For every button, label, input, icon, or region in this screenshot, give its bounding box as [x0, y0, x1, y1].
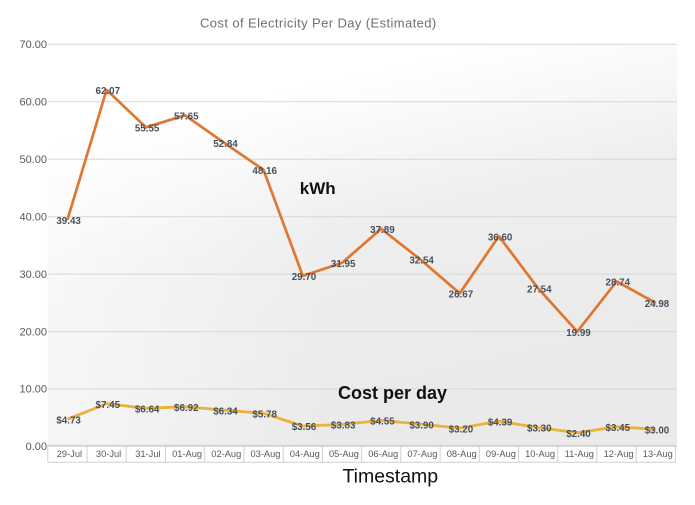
svg-text:30-Jul: 30-Jul: [96, 449, 121, 459]
svg-text:29.70: 29.70: [292, 272, 317, 283]
svg-text:kWh: kWh: [300, 179, 336, 198]
svg-text:$2.40: $2.40: [566, 429, 591, 440]
svg-text:06-Aug: 06-Aug: [368, 449, 398, 459]
svg-text:$3.00: $3.00: [645, 426, 670, 437]
svg-text:07-Aug: 07-Aug: [407, 449, 437, 459]
svg-text:10-Aug: 10-Aug: [525, 449, 555, 459]
svg-text:$4.55: $4.55: [370, 417, 395, 428]
svg-text:$6.64: $6.64: [135, 405, 160, 416]
svg-text:40.00: 40.00: [19, 211, 47, 223]
svg-text:11-Aug: 11-Aug: [565, 449, 594, 459]
svg-text:02-Aug: 02-Aug: [211, 449, 241, 459]
svg-text:$3.45: $3.45: [606, 423, 631, 434]
svg-text:01-Aug: 01-Aug: [172, 449, 202, 459]
svg-text:32.54: 32.54: [409, 256, 434, 267]
svg-text:04-Aug: 04-Aug: [290, 449, 320, 459]
svg-text:$3.56: $3.56: [292, 422, 317, 433]
svg-text:31-Jul: 31-Jul: [135, 449, 160, 459]
svg-text:05-Aug: 05-Aug: [329, 449, 359, 459]
svg-text:$7.45: $7.45: [96, 400, 121, 411]
svg-text:$6.92: $6.92: [174, 403, 199, 414]
svg-text:37.89: 37.89: [370, 225, 395, 236]
svg-text:$3.20: $3.20: [449, 424, 474, 435]
svg-text:$3.83: $3.83: [331, 421, 356, 432]
svg-text:31.95: 31.95: [331, 259, 356, 270]
svg-text:$6.34: $6.34: [213, 406, 238, 417]
svg-text:$3.90: $3.90: [409, 420, 434, 431]
svg-text:57.65: 57.65: [174, 112, 199, 123]
svg-text:48.16: 48.16: [252, 166, 277, 177]
svg-text:03-Aug: 03-Aug: [251, 449, 281, 459]
svg-text:36.60: 36.60: [488, 232, 513, 243]
svg-text:27.54: 27.54: [527, 285, 552, 296]
svg-text:62.07: 62.07: [96, 86, 121, 97]
svg-text:0.00: 0.00: [26, 441, 47, 453]
svg-text:26.67: 26.67: [449, 290, 474, 301]
svg-text:70.00: 70.00: [19, 39, 47, 51]
svg-text:50.00: 50.00: [19, 154, 47, 166]
svg-text:$4.73: $4.73: [56, 416, 81, 427]
svg-text:55.55: 55.55: [135, 124, 160, 135]
svg-text:29-Jul: 29-Jul: [57, 449, 82, 459]
svg-text:Cost per day: Cost per day: [338, 383, 447, 403]
svg-text:Timestamp: Timestamp: [342, 465, 438, 487]
svg-text:39.43: 39.43: [56, 216, 81, 227]
svg-text:28.74: 28.74: [606, 278, 631, 289]
svg-text:30.00: 30.00: [19, 269, 47, 281]
svg-text:52.84: 52.84: [213, 139, 238, 150]
svg-text:12-Aug: 12-Aug: [604, 449, 634, 459]
svg-text:$3.30: $3.30: [527, 424, 552, 435]
svg-text:$4.39: $4.39: [488, 418, 513, 429]
svg-text:20.00: 20.00: [19, 326, 47, 338]
svg-text:13-Aug: 13-Aug: [643, 449, 673, 459]
svg-text:10.00: 10.00: [19, 384, 47, 396]
svg-text:Cost of Electricity Per Day (E: Cost of Electricity Per Day (Estimated): [200, 15, 437, 30]
svg-text:60.00: 60.00: [19, 97, 47, 109]
svg-text:08-Aug: 08-Aug: [447, 449, 477, 459]
svg-text:24.98: 24.98: [645, 299, 670, 310]
svg-text:$5.78: $5.78: [252, 410, 277, 421]
svg-text:09-Aug: 09-Aug: [486, 449, 516, 459]
svg-text:19.99: 19.99: [566, 328, 591, 339]
